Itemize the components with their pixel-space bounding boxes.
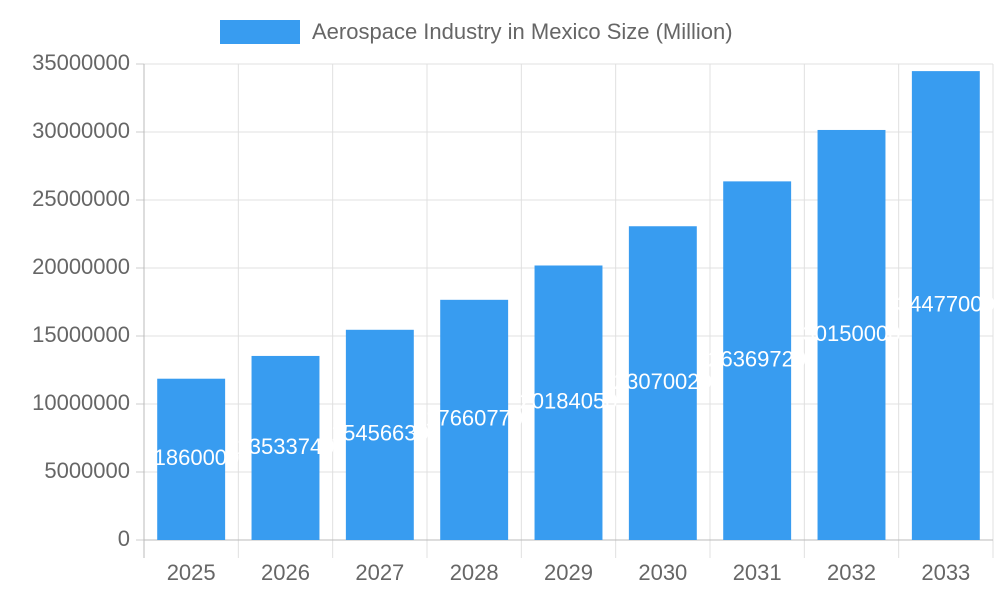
data-label: 17660770 xyxy=(425,406,523,431)
bar xyxy=(723,181,792,540)
data-label: 20184050 xyxy=(520,389,618,414)
y-tick-label: 30000000 xyxy=(32,118,130,143)
x-tick-label: 2027 xyxy=(355,560,404,585)
bar xyxy=(251,355,320,540)
bar xyxy=(628,226,697,540)
x-tick-label: 2030 xyxy=(638,560,687,585)
y-tick-label: 20000000 xyxy=(32,254,130,279)
data-label: 34477000 xyxy=(897,291,995,316)
x-tick-label: 2032 xyxy=(827,560,876,585)
bar xyxy=(345,329,414,540)
data-label: 26369720 xyxy=(708,346,806,371)
data-label: 13533740 xyxy=(237,434,335,459)
x-tick-label: 2025 xyxy=(167,560,216,585)
data-label: 11860000 xyxy=(143,445,239,470)
bar xyxy=(534,265,603,540)
bar xyxy=(817,129,886,540)
x-tick-label: 2033 xyxy=(921,560,970,585)
bar xyxy=(440,299,509,540)
data-label: 15456630 xyxy=(331,421,429,446)
x-tick-label: 2028 xyxy=(450,560,499,585)
bar xyxy=(911,71,980,541)
y-tick-label: 25000000 xyxy=(32,186,130,211)
y-tick-label: 35000000 xyxy=(32,50,130,75)
y-tick-label: 15000000 xyxy=(32,322,130,347)
data-label: 23070020 xyxy=(614,369,712,394)
y-tick-label: 0 xyxy=(118,526,130,551)
data-label: 30150000 xyxy=(803,321,901,346)
x-tick-label: 2026 xyxy=(261,560,310,585)
x-tick-label: 2029 xyxy=(544,560,593,585)
legend-label: Aerospace Industry in Mexico Size (Milli… xyxy=(312,19,733,44)
y-tick-label: 5000000 xyxy=(44,458,130,483)
x-tick-label: 2031 xyxy=(733,560,782,585)
bar xyxy=(157,378,226,540)
y-tick-label: 10000000 xyxy=(32,390,130,415)
legend-swatch xyxy=(220,20,300,44)
